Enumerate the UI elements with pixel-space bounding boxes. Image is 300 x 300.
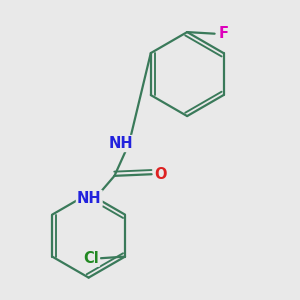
Text: NH: NH xyxy=(77,191,102,206)
Text: F: F xyxy=(219,26,229,41)
Text: NH: NH xyxy=(109,136,133,151)
Text: O: O xyxy=(154,167,167,182)
Text: Cl: Cl xyxy=(83,251,99,266)
